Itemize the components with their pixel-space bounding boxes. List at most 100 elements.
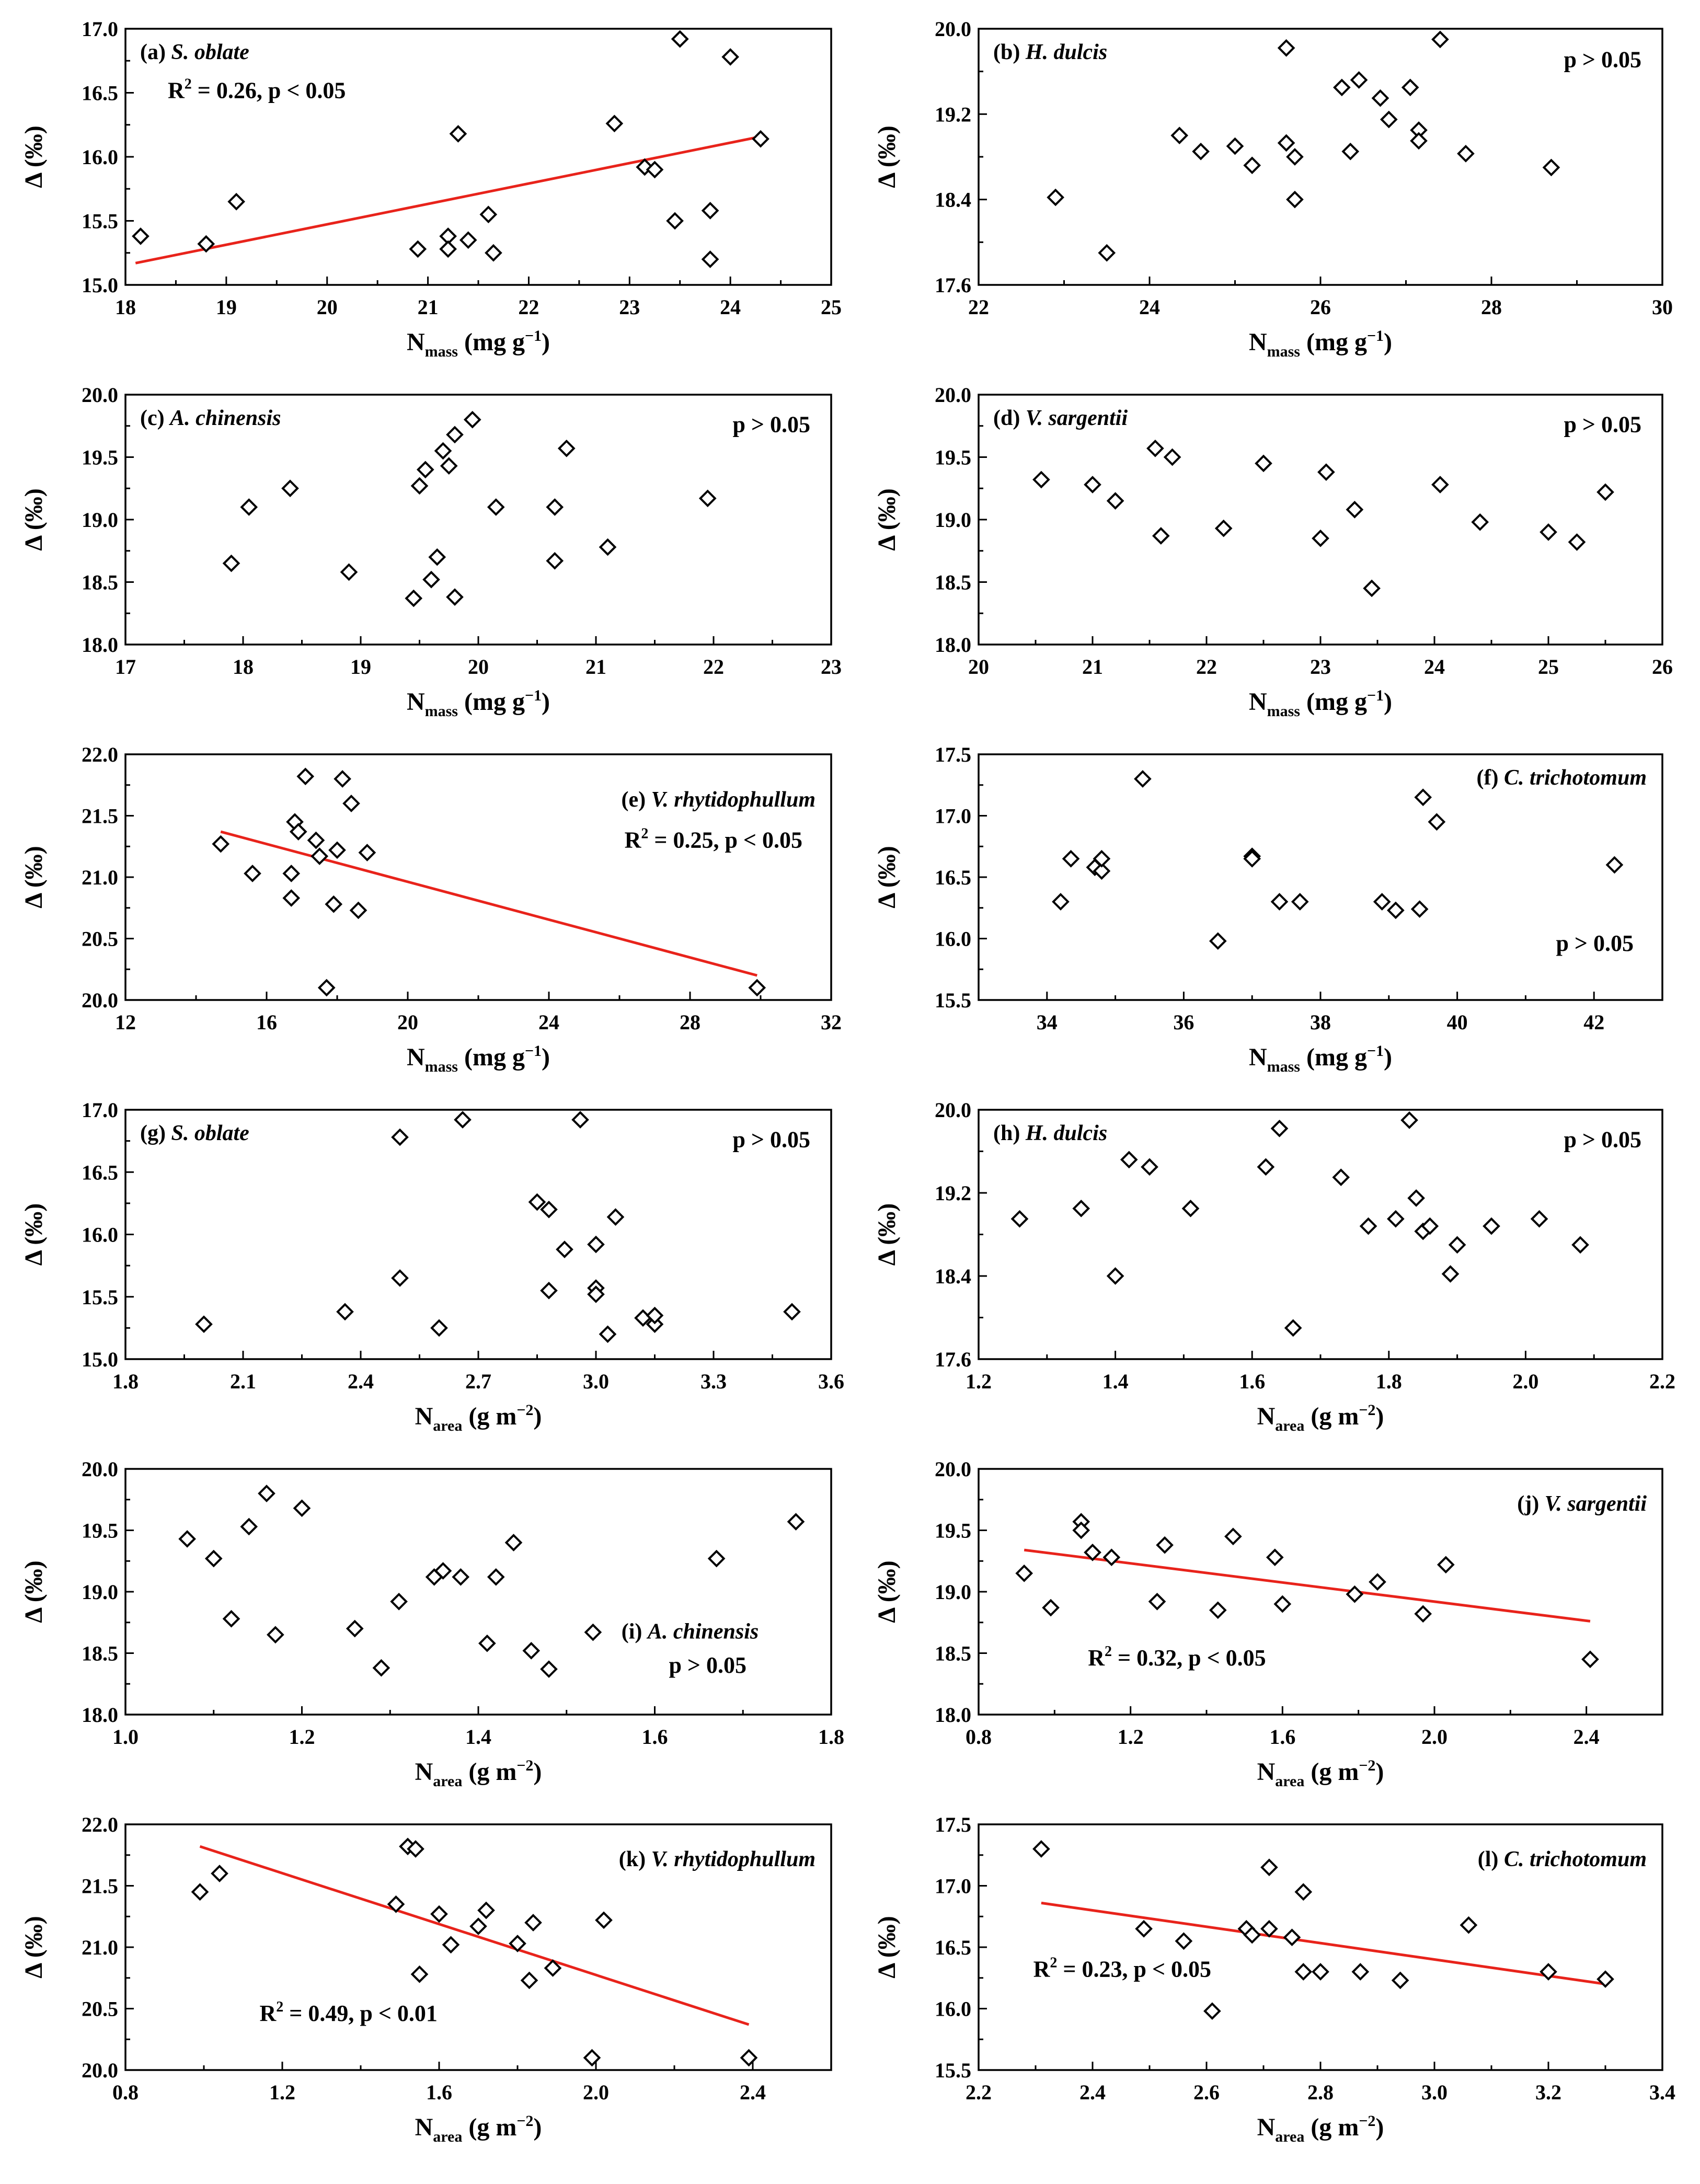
data-point bbox=[698, 489, 717, 508]
stats-annotation: p > 0.05 bbox=[669, 1652, 746, 1678]
panel-title: (f) C. trichotomum bbox=[1476, 766, 1647, 790]
data-point bbox=[1106, 492, 1124, 510]
x-tick-label: 21 bbox=[585, 655, 606, 679]
panel-title: (g) S. oblate bbox=[140, 1121, 249, 1145]
data-point bbox=[240, 1518, 258, 1536]
x-tick-label: 0.8 bbox=[966, 1725, 992, 1749]
data-point bbox=[1226, 137, 1244, 155]
data-point bbox=[409, 240, 427, 258]
x-tick-label: 2.2 bbox=[966, 2080, 992, 2104]
y-tick-label: 19.0 bbox=[82, 508, 118, 532]
data-point bbox=[1214, 519, 1233, 537]
data-point bbox=[1350, 71, 1368, 89]
x-tick-label: 34 bbox=[1037, 1010, 1058, 1034]
data-point bbox=[1270, 1119, 1289, 1137]
data-point bbox=[1277, 134, 1295, 152]
data-point bbox=[1203, 2002, 1221, 2020]
data-point bbox=[428, 548, 446, 566]
data-point bbox=[416, 461, 434, 479]
y-tick-label: 16.5 bbox=[935, 1936, 971, 1959]
x-tick-label: 21 bbox=[418, 295, 439, 319]
x-tick-label: 2.0 bbox=[1421, 1725, 1448, 1749]
y-tick-label: 16.5 bbox=[82, 1160, 118, 1184]
data-point bbox=[1093, 849, 1111, 868]
x-tick-label: 23 bbox=[1310, 655, 1331, 679]
x-tick-label: 3.0 bbox=[583, 1370, 609, 1393]
data-point bbox=[1286, 148, 1304, 166]
data-point bbox=[1414, 788, 1432, 807]
data-point bbox=[1175, 1932, 1193, 1950]
data-point bbox=[1047, 188, 1064, 206]
data-point bbox=[1106, 1267, 1124, 1285]
x-tick-label: 17 bbox=[115, 655, 136, 679]
data-point bbox=[584, 1623, 602, 1641]
x-tick-label: 22 bbox=[703, 655, 724, 679]
x-tick-label: 25 bbox=[1538, 655, 1559, 679]
data-point bbox=[1571, 1236, 1589, 1254]
data-point bbox=[1373, 893, 1391, 911]
x-tick-label: 28 bbox=[680, 1010, 700, 1034]
data-point bbox=[1596, 1970, 1614, 1988]
stats-annotation: p > 0.05 bbox=[1564, 412, 1641, 438]
x-tick-label: 24 bbox=[538, 1010, 559, 1034]
data-point bbox=[1407, 1189, 1425, 1207]
data-point bbox=[267, 1626, 284, 1644]
data-point bbox=[1120, 1151, 1138, 1169]
data-point bbox=[1457, 145, 1475, 163]
y-axis-label: Δ (‰) bbox=[873, 488, 901, 550]
data-point bbox=[1414, 1605, 1432, 1623]
panel-h: 1.2 1.4 1.6 1.8 2.0 2.2 17.6 18.4 19.2 20.0 Narea … bbox=[873, 1098, 1675, 1434]
y-tick-label: 18.0 bbox=[82, 1703, 118, 1727]
data-point bbox=[556, 1240, 573, 1258]
y-tick-label: 21.5 bbox=[82, 1875, 118, 1898]
y-tick-label: 16.5 bbox=[82, 82, 118, 105]
data-point bbox=[605, 114, 624, 133]
panel-c: 17 18 19 20 21 22 23 18.0 18.5 19.0 19.5 20.0 Nmass … bbox=[20, 383, 842, 720]
panel-title: (j) V. sargentii bbox=[1517, 1492, 1647, 1516]
x-tick-label: 19 bbox=[350, 655, 371, 679]
x-tick-label: 1.6 bbox=[642, 1725, 668, 1749]
data-point bbox=[1102, 1548, 1121, 1567]
stats-annotation: p > 0.05 bbox=[1564, 47, 1641, 73]
data-point bbox=[546, 498, 564, 516]
x-tick-label: 21 bbox=[1082, 655, 1103, 679]
x-tick-label: 30 bbox=[1652, 295, 1673, 319]
plot-frame bbox=[124, 394, 832, 646]
data-point bbox=[340, 563, 358, 581]
data-point bbox=[1428, 813, 1446, 831]
data-point bbox=[387, 1895, 405, 1913]
data-point bbox=[509, 1935, 526, 1952]
data-point bbox=[442, 1936, 460, 1954]
x-tick-label: 3.6 bbox=[818, 1370, 844, 1393]
data-point bbox=[1441, 1265, 1460, 1283]
data-point bbox=[430, 1319, 448, 1337]
y-tick-label: 21.5 bbox=[82, 804, 118, 828]
y-tick-label: 18.5 bbox=[82, 1642, 118, 1665]
data-point bbox=[666, 212, 684, 230]
data-point bbox=[544, 1959, 562, 1977]
x-tick-label: 22 bbox=[968, 295, 989, 319]
plot-frame bbox=[124, 1109, 832, 1360]
y-tick-label: 18.5 bbox=[82, 571, 118, 594]
data-point bbox=[1098, 244, 1116, 262]
x-tick-label: 25 bbox=[821, 295, 842, 319]
stats-annotation: R2 = 0.49, p < 0.01 bbox=[260, 1999, 438, 2026]
data-point bbox=[1283, 1928, 1301, 1947]
data-point bbox=[1333, 78, 1351, 97]
data-point bbox=[1437, 1556, 1455, 1574]
data-point bbox=[1084, 1543, 1101, 1561]
panel-title: (h) H. dulcis bbox=[993, 1121, 1107, 1145]
plot-frame bbox=[978, 1109, 1663, 1360]
data-point bbox=[1257, 1158, 1275, 1176]
data-point bbox=[1401, 78, 1419, 97]
data-point bbox=[1581, 1650, 1599, 1669]
data-point bbox=[701, 250, 719, 268]
data-point bbox=[540, 1660, 558, 1678]
panel-title: (d) V. sargentii bbox=[993, 406, 1128, 430]
data-point bbox=[307, 831, 325, 849]
y-tick-label: 17.0 bbox=[935, 804, 971, 828]
x-tick-label: 2.7 bbox=[465, 1370, 491, 1393]
data-point bbox=[212, 835, 230, 853]
x-tick-label: 2.2 bbox=[1649, 1370, 1675, 1393]
data-point bbox=[204, 1549, 223, 1568]
